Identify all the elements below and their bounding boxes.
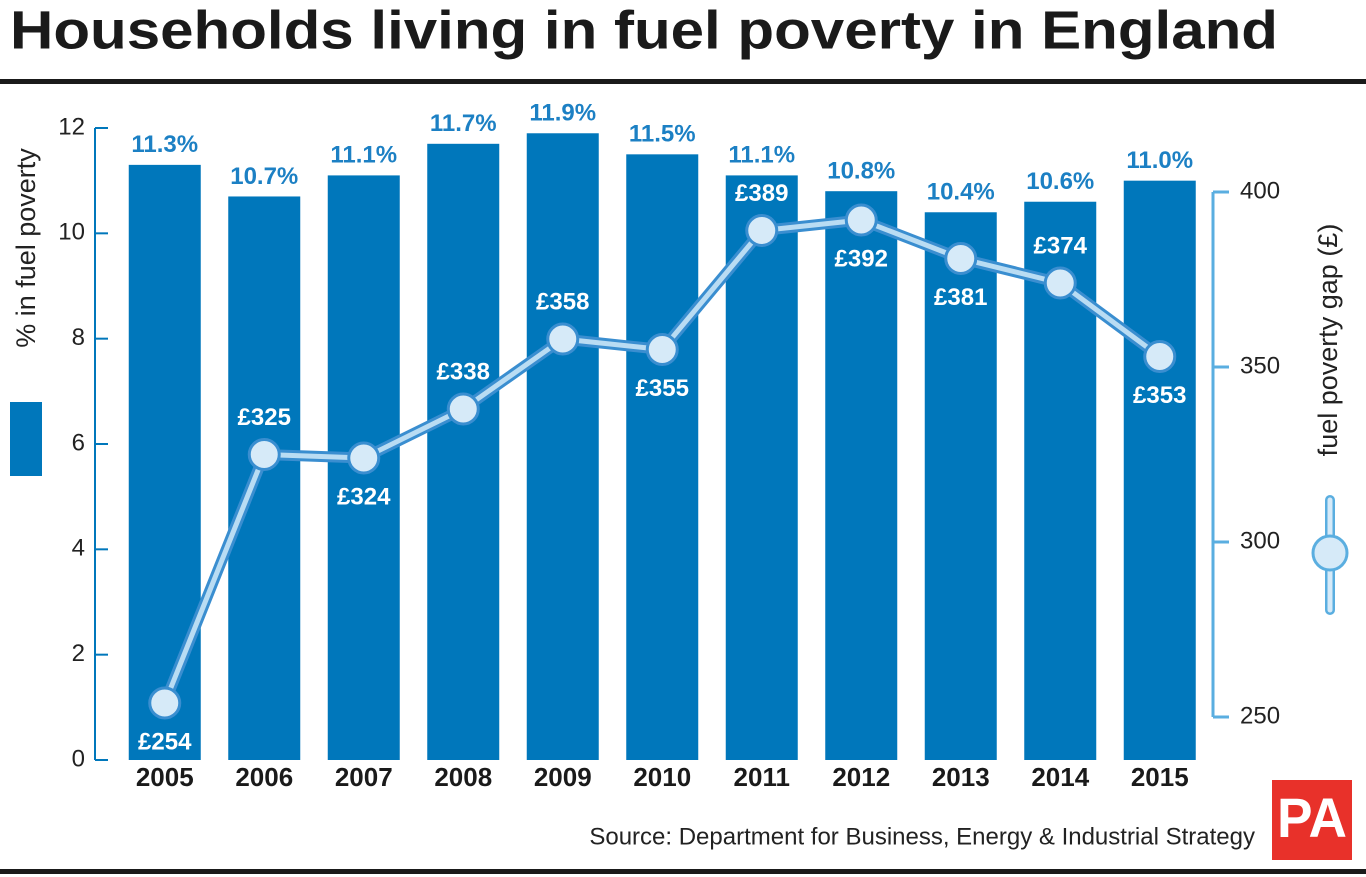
line-value-label: £374: [1034, 232, 1088, 259]
line-marker: [1043, 266, 1077, 300]
bar-value-label: 11.7%: [430, 110, 497, 137]
legend-swatch: [10, 402, 42, 476]
x-tick-label: 2010: [633, 762, 691, 792]
bar-value-label: 11.3%: [131, 131, 198, 158]
y-tick-label: 0: [72, 745, 85, 772]
line-marker: [347, 441, 381, 475]
line-marker: [844, 203, 878, 237]
x-tick-label: 2013: [932, 762, 990, 792]
x-tick-label: 2006: [235, 762, 293, 792]
legend-marker: [1311, 534, 1349, 572]
bar-value-label: 10.4%: [927, 179, 995, 206]
x-tick-label: 2011: [734, 762, 790, 792]
bar-value-label: 11.9%: [529, 100, 596, 127]
line-value-label: £338: [437, 358, 490, 385]
line-marker: [546, 322, 580, 356]
bar-value-label: 11.1%: [330, 142, 397, 169]
line-value-label: £325: [238, 404, 291, 431]
logo-box: [1272, 780, 1352, 860]
bar: [825, 191, 898, 760]
x-tick-label: 2009: [534, 762, 592, 792]
line-value-label: £389: [735, 180, 788, 207]
y-tick-label: 12: [58, 113, 85, 140]
bar: [1123, 180, 1196, 760]
y2-tick-label: 250: [1240, 702, 1280, 729]
bar-value-label: 11.1%: [728, 142, 795, 169]
bar-value-label: 10.6%: [1026, 168, 1094, 195]
line-value-label: £355: [636, 375, 689, 402]
y-tick-label: 4: [72, 535, 85, 562]
legend-label: fuel poverty gap (£): [1313, 224, 1343, 457]
y2-tick-label: 350: [1240, 352, 1280, 379]
x-tick-label: 2007: [335, 762, 393, 792]
x-tick-label: 2014: [1031, 762, 1089, 792]
bar-value-label: 10.7%: [230, 163, 298, 190]
x-tick-label: 2012: [832, 762, 890, 792]
bar: [427, 143, 500, 761]
x-tick-label: 2015: [1131, 762, 1189, 792]
bottom-rule: [0, 869, 1366, 874]
bar: [924, 212, 997, 760]
line-marker: [247, 438, 281, 471]
line-marker: [148, 686, 182, 720]
logo: PA: [1277, 786, 1347, 849]
bar: [128, 164, 201, 760]
legend-label: % in fuel poverty: [11, 148, 41, 348]
line-value-label: £358: [536, 288, 589, 315]
bar-value-label: 10.8%: [827, 158, 895, 185]
line-value-label: £392: [835, 245, 888, 272]
line-marker: [446, 392, 480, 426]
line-marker: [645, 333, 679, 366]
line-value-label: £381: [934, 284, 987, 311]
line-value-label: £353: [1133, 382, 1186, 409]
y-tick-label: 10: [58, 219, 85, 246]
line-value-label: £324: [337, 483, 391, 510]
y-tick-label: 8: [72, 324, 85, 351]
x-tick-label: 2008: [434, 762, 492, 792]
bar: [228, 196, 301, 760]
y2-tick-label: 400: [1240, 177, 1280, 204]
source: Source: Department for Business, Energy …: [589, 823, 1255, 850]
line-value-label: £254: [138, 728, 192, 755]
y-tick-label: 2: [72, 640, 85, 667]
line-marker: [1143, 340, 1177, 373]
bar: [626, 154, 699, 761]
title-rule: [0, 79, 1366, 84]
y2-tick-label: 300: [1240, 527, 1280, 554]
line-marker: [944, 242, 978, 275]
y-tick-label: 6: [72, 429, 85, 456]
bar-value-label: 11.5%: [629, 121, 696, 148]
bar: [526, 133, 599, 760]
bar-value-label: 11.0%: [1126, 147, 1193, 174]
bar: [725, 175, 798, 760]
x-tick-label: 2005: [136, 762, 194, 792]
chart-title: Households living in fuel poverty in Eng…: [10, 0, 1278, 60]
line-marker: [745, 214, 779, 247]
